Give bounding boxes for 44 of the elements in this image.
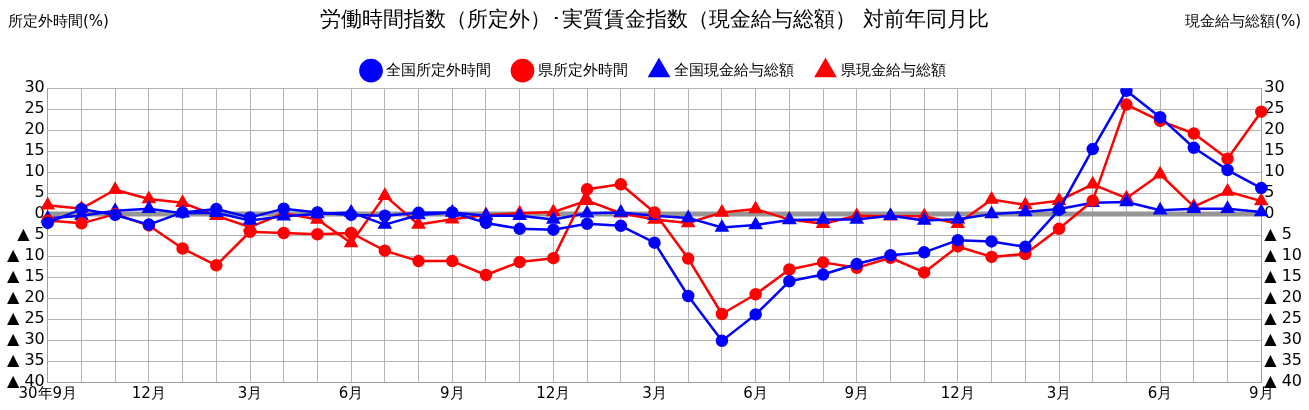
y-tick-label: ▲ 25: [7, 308, 45, 328]
x-tick-label: 3月: [1046, 383, 1072, 402]
y2-tick-label: 20: [1264, 119, 1285, 139]
y-tick-label: ▲ 10: [7, 245, 45, 265]
x-tick-label: 6月: [1147, 383, 1173, 402]
y2-axis-title: 現金給与総額(%): [1185, 11, 1301, 30]
y-tick-label: 20: [24, 119, 45, 139]
y2-tick-label: 25: [1264, 98, 1285, 118]
x-tick-label: 9月: [844, 383, 870, 402]
y-axis-title: 所定外時間(%): [8, 11, 109, 30]
x-tick-label: 3月: [237, 383, 263, 402]
y-tick-label: ▲ 20: [7, 287, 45, 307]
legend-label: 全国所定外時間: [386, 60, 491, 79]
y-tick-label: 30: [24, 77, 45, 97]
y2-tick-label: ▲ 35: [1264, 350, 1302, 370]
y-tick-label: ▲ 15: [7, 266, 45, 286]
x-tick-label: 3月: [642, 383, 667, 402]
x-tick-label: 9月: [439, 383, 465, 402]
x-tick-label: 6月: [338, 383, 364, 402]
y-tick-label: ▲ 35: [7, 350, 45, 370]
y-tick-label: 15: [24, 140, 45, 160]
y2-tick-label: 30: [1264, 77, 1285, 97]
x-tick-label: 12月: [131, 383, 166, 402]
y-tick-label: 5: [34, 182, 45, 202]
x-tick-label: 6月: [743, 383, 768, 402]
legend-label: 県所定外時間: [537, 60, 628, 79]
y2-tick-label: 10: [1264, 161, 1285, 181]
chart-title: 労働時間指数（所定外）･実質賃金指数（現金給与総額） 対前年同月比: [320, 7, 989, 32]
legend-label: 県現金給与総額: [840, 60, 946, 79]
x-tick-label: 12月: [940, 383, 975, 402]
y-tick-label: ▲ 30: [7, 329, 45, 349]
y2-tick-label: ▲ 20: [1264, 287, 1302, 307]
x-tick-label: 12月: [536, 383, 571, 402]
legend-label: 全国現金給与総額: [674, 60, 794, 79]
y2-tick-label: ▲ 30: [1264, 329, 1302, 349]
y2-tick-label: ▲ 5: [1264, 224, 1292, 244]
y-tick-label: 0: [34, 203, 45, 223]
y2-tick-label: ▲ 15: [1264, 266, 1302, 286]
y-tick-label: 10: [24, 161, 45, 181]
y2-tick-label: ▲ 25: [1264, 308, 1302, 328]
y-tick-label: 25: [24, 98, 45, 118]
y2-tick-label: 15: [1264, 140, 1285, 160]
y-tick-label: ▲ 5: [17, 224, 45, 244]
y2-tick-label: ▲ 10: [1264, 245, 1302, 265]
